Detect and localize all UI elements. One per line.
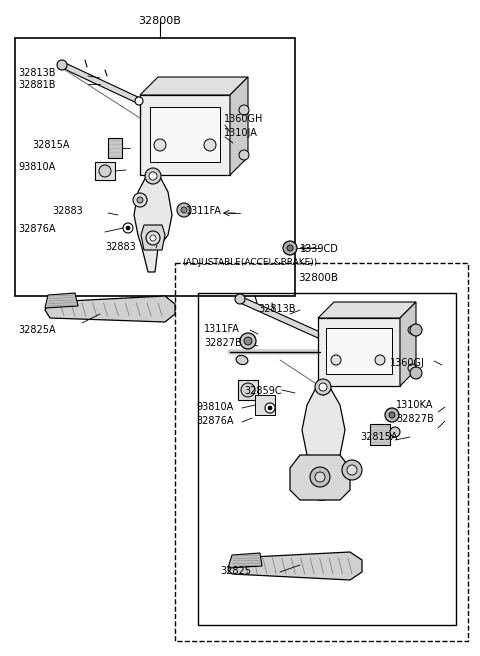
Text: 32859C: 32859C: [244, 386, 282, 396]
Circle shape: [135, 97, 143, 105]
Text: 32815A: 32815A: [360, 432, 397, 442]
Circle shape: [177, 203, 191, 217]
Polygon shape: [238, 296, 320, 338]
Circle shape: [342, 460, 362, 480]
Polygon shape: [140, 77, 248, 95]
Circle shape: [137, 197, 143, 203]
Circle shape: [57, 60, 67, 70]
Polygon shape: [255, 395, 275, 415]
Circle shape: [204, 139, 216, 151]
Polygon shape: [141, 225, 165, 250]
Text: 32813B: 32813B: [258, 304, 296, 314]
Text: 1360GH: 1360GH: [224, 114, 264, 124]
Circle shape: [239, 150, 249, 160]
Polygon shape: [108, 138, 122, 158]
Circle shape: [181, 207, 187, 213]
Ellipse shape: [236, 356, 248, 365]
Bar: [326, 328, 392, 374]
Circle shape: [410, 367, 422, 379]
Circle shape: [410, 324, 422, 336]
Circle shape: [375, 355, 385, 365]
Polygon shape: [238, 380, 258, 400]
Text: 32883: 32883: [52, 206, 83, 216]
Circle shape: [150, 235, 156, 241]
Polygon shape: [302, 384, 345, 500]
Circle shape: [154, 139, 166, 151]
Circle shape: [240, 333, 256, 349]
Polygon shape: [228, 552, 362, 580]
Circle shape: [347, 465, 357, 475]
Polygon shape: [370, 424, 390, 445]
Circle shape: [315, 472, 325, 482]
Text: 32800B: 32800B: [139, 16, 181, 26]
Text: 32815A: 32815A: [32, 140, 70, 150]
Polygon shape: [45, 296, 175, 322]
Polygon shape: [290, 455, 350, 500]
Polygon shape: [230, 77, 248, 175]
Polygon shape: [134, 173, 172, 272]
Text: 32825A: 32825A: [18, 325, 56, 335]
Circle shape: [244, 337, 252, 345]
Polygon shape: [318, 302, 416, 318]
Polygon shape: [62, 62, 140, 104]
Circle shape: [390, 427, 400, 437]
Text: 32876A: 32876A: [18, 224, 56, 234]
Text: 1311FA: 1311FA: [204, 324, 240, 334]
Circle shape: [133, 193, 147, 207]
Text: 1339CD: 1339CD: [300, 244, 339, 254]
Text: 32800B: 32800B: [298, 273, 338, 283]
Circle shape: [123, 223, 133, 233]
Circle shape: [287, 245, 293, 251]
Circle shape: [268, 406, 272, 410]
Circle shape: [319, 383, 327, 391]
Polygon shape: [45, 293, 78, 308]
Text: 93810A: 93810A: [196, 402, 233, 412]
Circle shape: [239, 105, 249, 115]
Circle shape: [149, 172, 157, 180]
Text: 32813B: 32813B: [18, 68, 56, 78]
Text: 32825: 32825: [220, 566, 251, 576]
Text: (ADJUSTABLE(ACCEL&BRAKE)): (ADJUSTABLE(ACCEL&BRAKE)): [182, 258, 317, 267]
Circle shape: [408, 364, 416, 372]
Polygon shape: [95, 162, 115, 180]
Circle shape: [385, 408, 399, 422]
Bar: [198, 293, 456, 625]
Bar: [140, 95, 230, 175]
Circle shape: [241, 383, 255, 397]
Text: 32876A: 32876A: [196, 416, 233, 426]
Bar: [175, 263, 468, 641]
Text: 1360GJ: 1360GJ: [390, 358, 425, 368]
Circle shape: [126, 226, 130, 230]
Text: 1310KA: 1310KA: [396, 400, 433, 410]
Text: 32881B: 32881B: [18, 80, 56, 90]
Circle shape: [331, 355, 341, 365]
Text: 32827B: 32827B: [396, 414, 434, 424]
Circle shape: [310, 467, 330, 487]
Bar: [15, 38, 295, 296]
Text: 32827B: 32827B: [204, 338, 242, 348]
Circle shape: [265, 403, 275, 413]
Circle shape: [315, 379, 331, 395]
Text: 1311FA: 1311FA: [186, 206, 222, 216]
Bar: [150, 107, 220, 162]
Bar: [318, 318, 400, 386]
Circle shape: [99, 165, 111, 177]
Circle shape: [408, 326, 416, 334]
Circle shape: [145, 168, 161, 184]
Polygon shape: [400, 302, 416, 386]
Circle shape: [146, 231, 160, 245]
Circle shape: [283, 241, 297, 255]
Text: 1310JA: 1310JA: [224, 128, 258, 138]
Polygon shape: [228, 553, 262, 568]
Circle shape: [235, 294, 245, 304]
Text: 32883: 32883: [105, 242, 136, 252]
Text: 93810A: 93810A: [18, 162, 55, 172]
Circle shape: [389, 412, 395, 418]
